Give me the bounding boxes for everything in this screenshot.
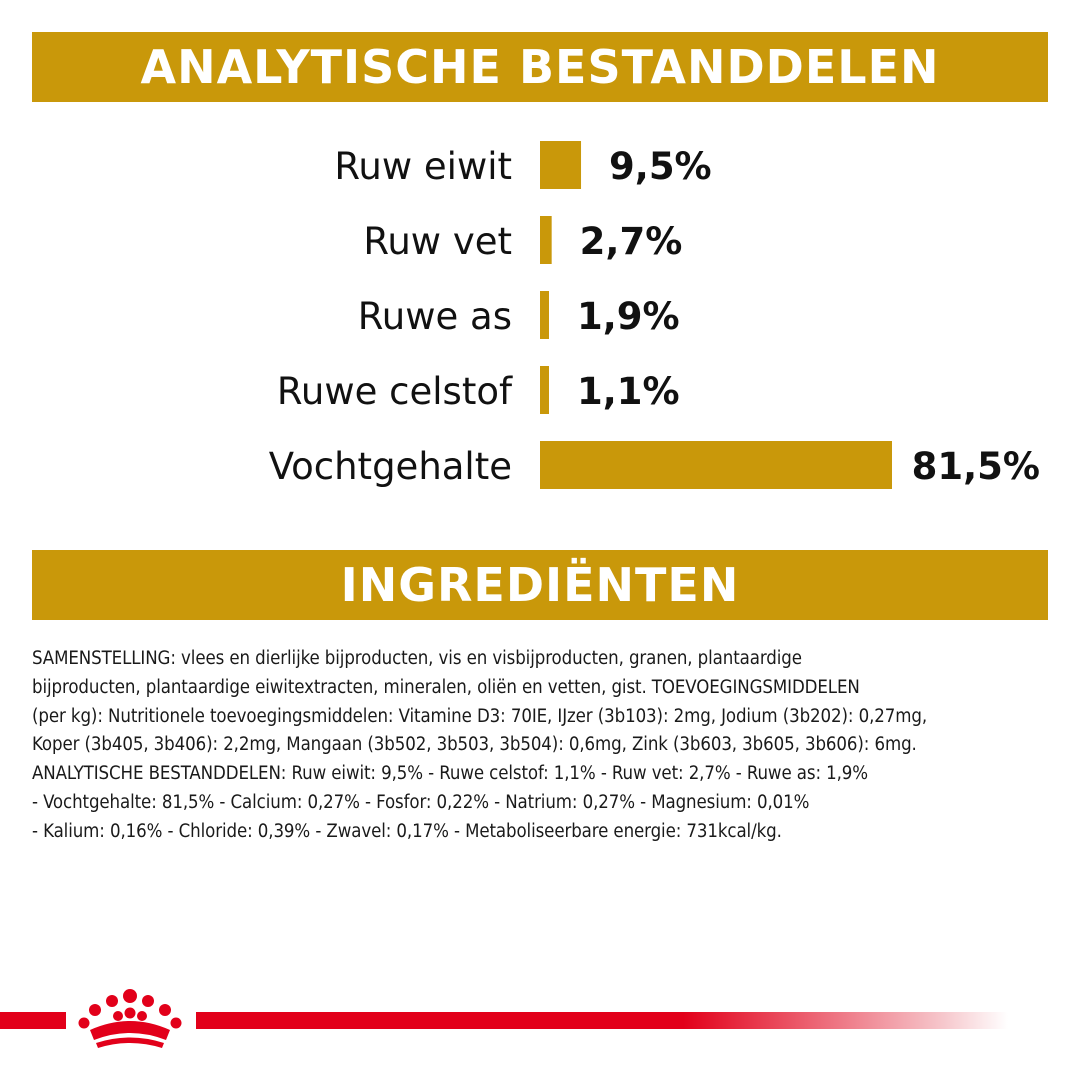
bar [540,141,582,189]
footer-stripe-left [0,1012,66,1029]
ingredients-line: ANALYTISCHE BESTANDDELEN: Ruw eiwit: 9,5… [32,763,869,785]
bar [540,291,549,339]
bar [540,366,549,414]
value-label: 1,9% [577,295,680,338]
ingredients-header-banner: INGREDIËNTEN [32,550,1048,620]
category-label: Ruwe celstof [277,370,513,413]
analysis-bar-chart: Ruw eiwit 9,5% Ruw vet 2,7% Ruwe as 1,9% Ruwe … [269,141,1040,489]
value-label: 2,7% [580,220,683,263]
bar [540,216,552,264]
ingredients-line: SAMENSTELLING: vlees en dierlijke bijpro… [32,648,802,669]
crown-icon [78,989,182,1048]
ingredients-line: - Vochtgehalte: 81,5% - Calcium: 0,27% -… [32,791,810,813]
ingredients-line: - Kalium: 0,16% - Chloride: 0,39% - Zwav… [32,820,782,842]
ingredients-text: SAMENSTELLING: vlees en dierlijke bijpro… [32,645,1048,847]
value-label: 9,5% [609,145,712,188]
value-label: 81,5% [912,445,1040,488]
bar [540,441,892,489]
analysis-header-title: ANALYTISCHE BESTANDDELEN [140,40,940,94]
category-label: Ruwe as [358,295,512,338]
analysis-header-banner: ANALYTISCHE BESTANDDELEN [32,32,1048,102]
value-label: 1,1% [577,370,680,413]
ingredients-line: Koper (3b405, 3b406): 2,2mg, Mangaan (3b… [32,734,917,756]
category-label: Vochtgehalte [269,445,512,488]
footer-stripe-right [196,1012,1008,1029]
ingredients-header-title: INGREDIËNTEN [340,558,740,612]
ingredients-line: bijproducten, plantaardige eiwitextracte… [32,676,860,698]
ingredients-line: (per kg): Nutritionele toevoegingsmiddel… [32,705,928,727]
category-label: Ruw eiwit [334,145,512,188]
category-label: Ruw vet [363,220,512,263]
